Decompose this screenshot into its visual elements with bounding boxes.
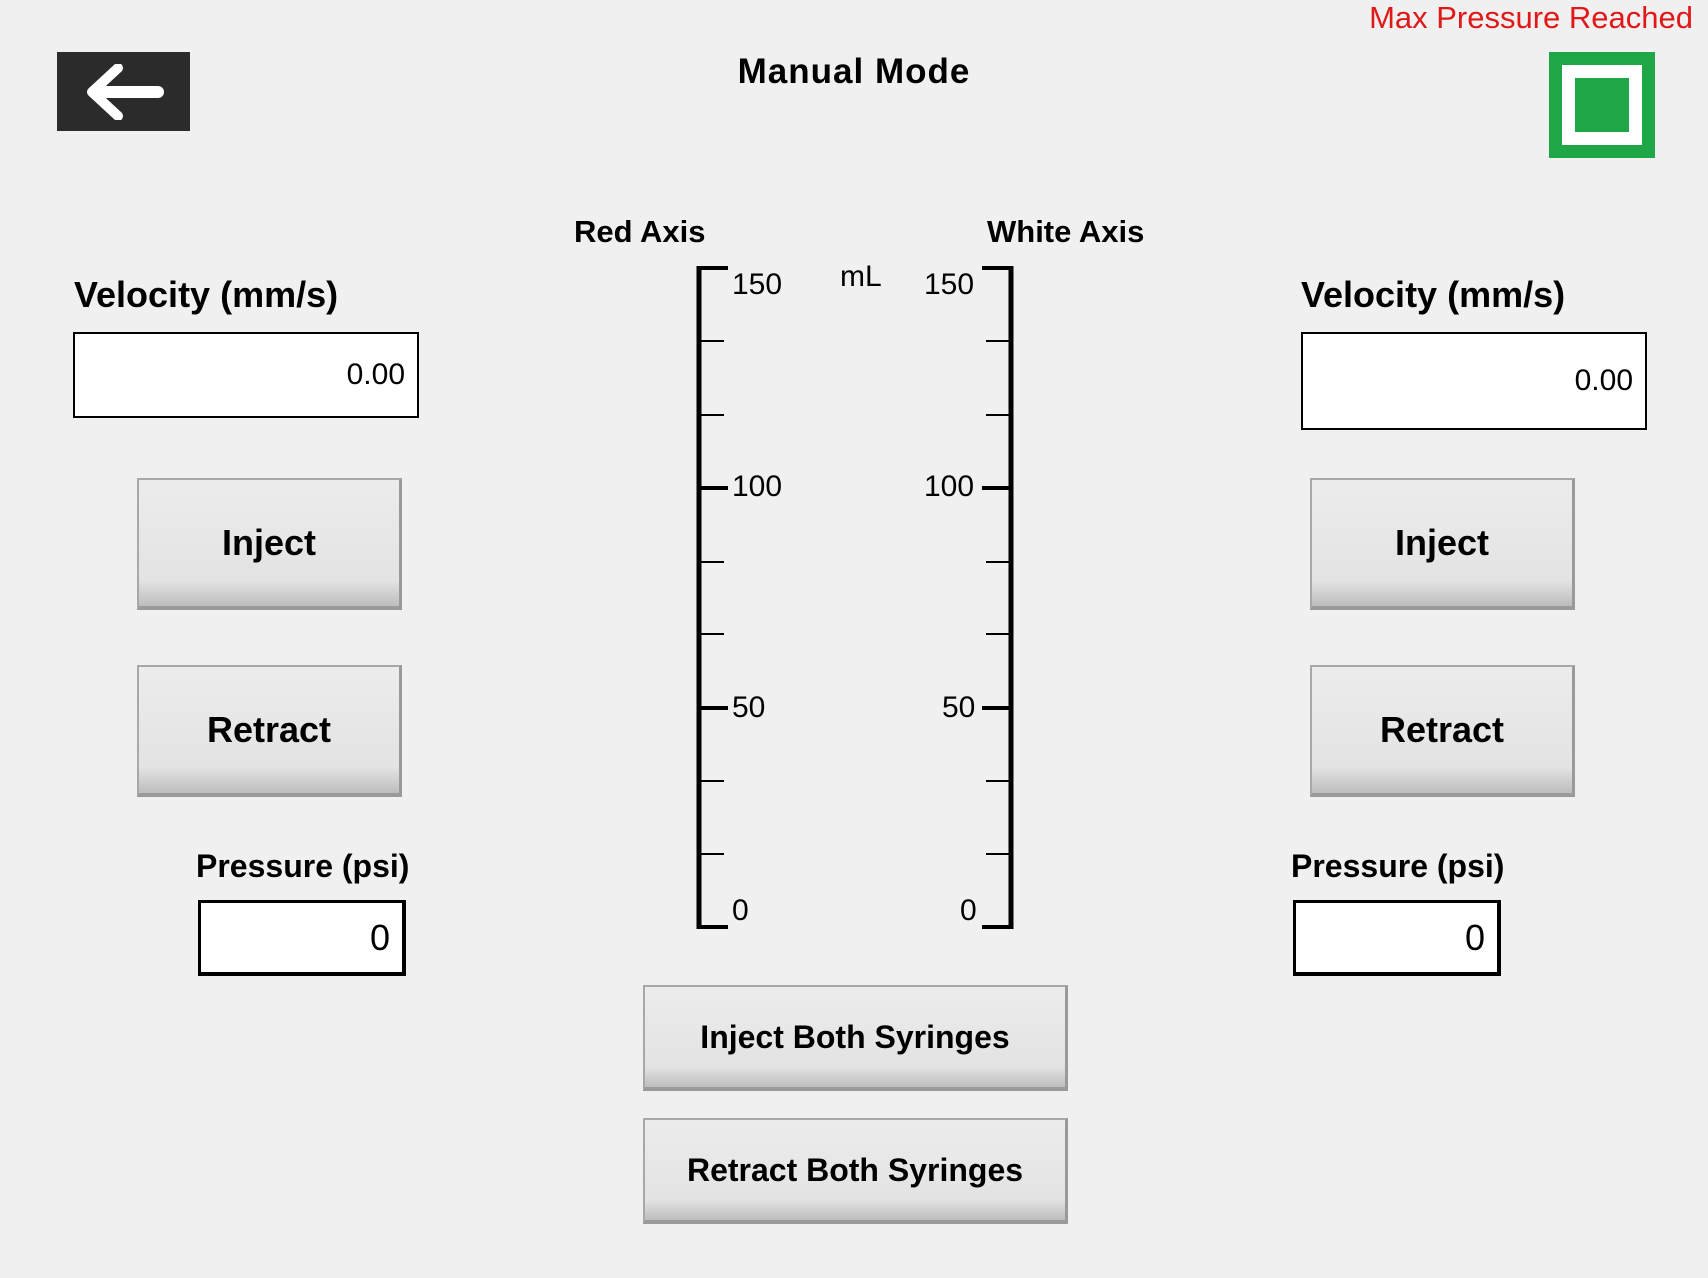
retract-both-button[interactable]: Retract Both Syringes — [643, 1118, 1068, 1224]
left-velocity-input[interactable]: 0.00 — [73, 332, 419, 418]
white-tick-50: 50 — [942, 691, 976, 724]
left-retract-button[interactable]: Retract — [137, 665, 402, 797]
right-pressure-label: Pressure (psi) — [1291, 848, 1505, 884]
left-inject-button[interactable]: Inject — [137, 478, 402, 610]
red-tick-100: 100 — [732, 470, 783, 503]
red-tick-150: 150 — [732, 268, 783, 301]
stop-square-icon — [1562, 65, 1642, 145]
red-axis-title: Red Axis — [574, 214, 706, 249]
max-pressure-status: Max Pressure Reached — [1369, 0, 1693, 35]
white-tick-0: 0 — [960, 894, 977, 927]
white-axis-scale — [982, 266, 1014, 929]
red-tick-0: 0 — [732, 894, 749, 927]
right-velocity-label: Velocity (mm/s) — [1301, 274, 1566, 315]
right-inject-button[interactable]: Inject — [1310, 478, 1575, 610]
red-tick-50: 50 — [732, 691, 766, 724]
right-pressure-input[interactable]: 0 — [1293, 900, 1501, 976]
right-velocity-input[interactable]: 0.00 — [1301, 332, 1647, 430]
right-retract-button[interactable]: Retract — [1310, 665, 1575, 797]
stop-button[interactable] — [1549, 52, 1655, 158]
back-button[interactable] — [57, 52, 190, 131]
red-axis-scale — [696, 266, 728, 929]
left-velocity-label: Velocity (mm/s) — [74, 274, 339, 315]
page-title: Manual Mode — [737, 52, 971, 91]
arrow-left-icon — [86, 63, 164, 120]
white-tick-150: 150 — [924, 268, 975, 301]
white-axis-title: White Axis — [987, 214, 1145, 249]
left-pressure-label: Pressure (psi) — [196, 848, 410, 884]
inject-both-button[interactable]: Inject Both Syringes — [643, 985, 1068, 1091]
white-tick-100: 100 — [924, 470, 975, 503]
left-pressure-input[interactable]: 0 — [198, 900, 406, 976]
volume-unit-label: mL — [840, 260, 882, 293]
